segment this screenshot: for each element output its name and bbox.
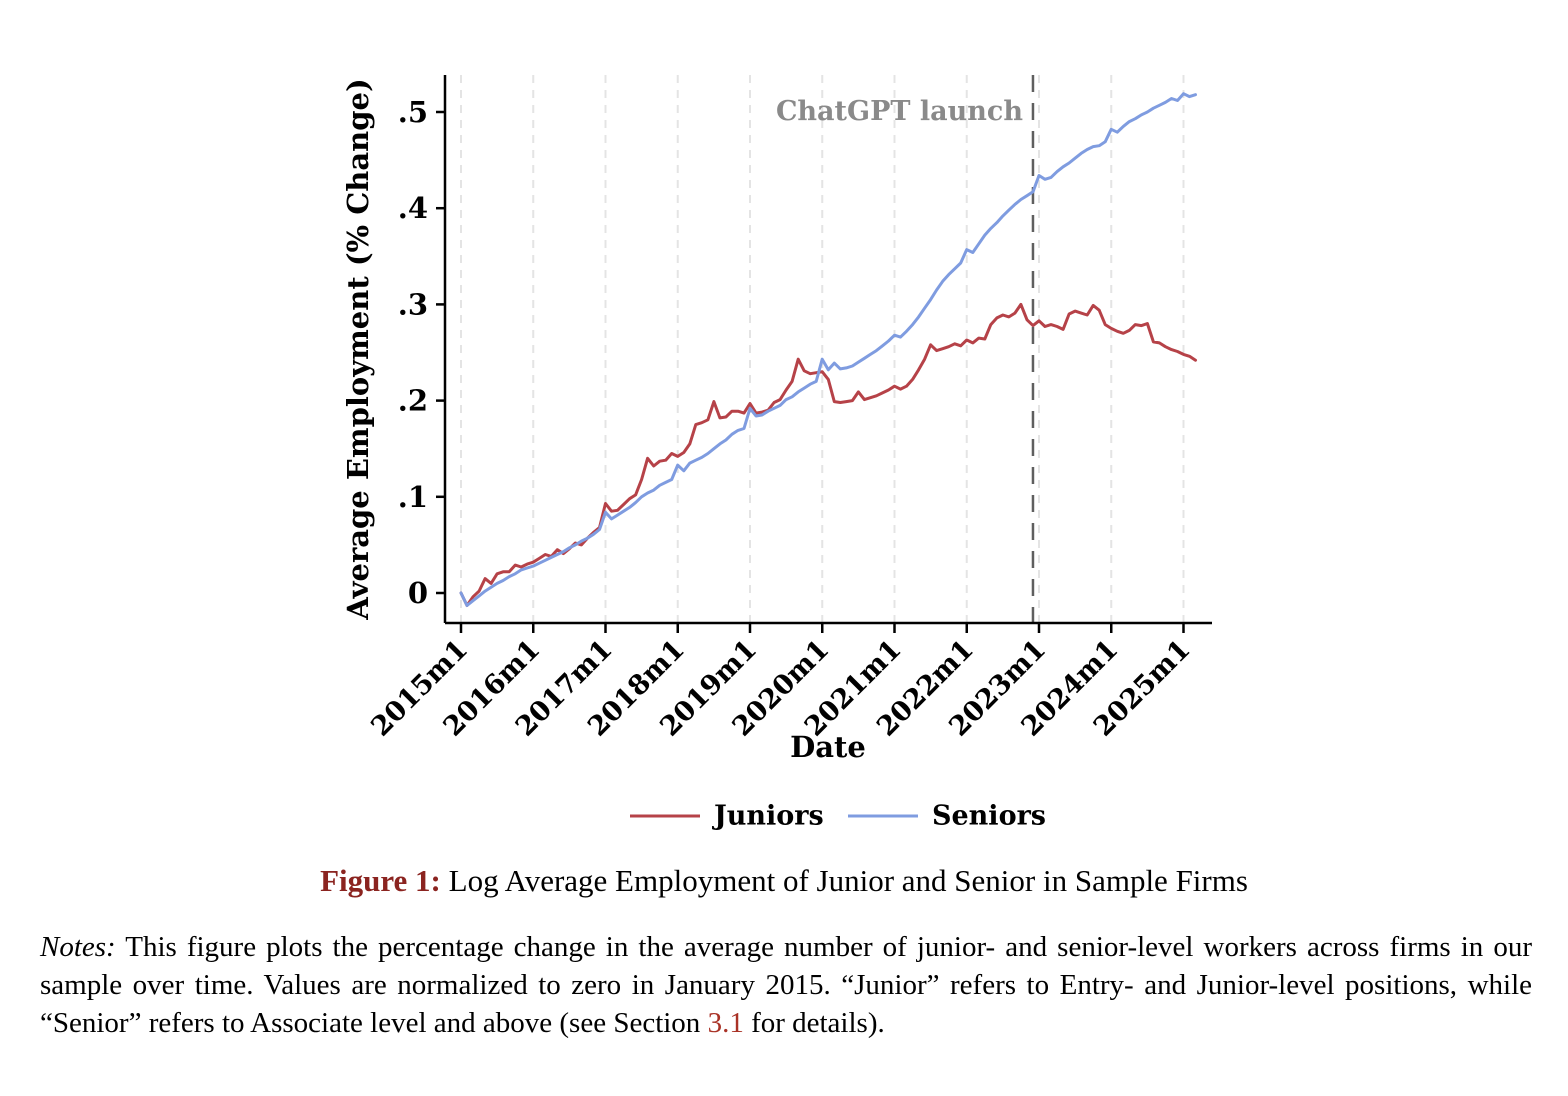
- figure-caption: Figure 1: Log Average Employment of Juni…: [0, 862, 1568, 899]
- y-tick-label: .2: [398, 384, 428, 418]
- figure-caption-label: Figure 1:: [320, 863, 441, 898]
- employment-chart: 0.1.2.3.4.52015m12016m12017m12018m12019m…: [341, 75, 1212, 832]
- x-axis-title: Date: [790, 730, 866, 764]
- juniors-line: [459, 302, 1197, 607]
- y-tick-label: 0: [408, 576, 428, 610]
- figure-chart: 0.1.2.3.4.5 2015m1 2016m1 2017m1 2018m1 2019m…: [341, 75, 1212, 832]
- legend-juniors-label: Juniors: [712, 801, 824, 832]
- y-tick-label: .1: [398, 480, 428, 514]
- notes-text-2: for details).: [743, 1007, 885, 1039]
- y-tick-label: .4: [398, 191, 428, 225]
- chatgpt-launch-label: ChatGPT launch: [776, 96, 1023, 127]
- y-axis-title: Average Employment (% Change): [341, 78, 375, 620]
- notes-label: Notes:: [40, 931, 116, 963]
- notes-text-1: This figure plots the percentage change …: [40, 931, 1532, 1039]
- legend-seniors-label: Seniors: [932, 801, 1046, 832]
- y-tick-label: .5: [398, 95, 428, 129]
- figure-caption-text: Log Average Employment of Junior and Sen…: [440, 863, 1248, 898]
- y-tick-label: .3: [398, 287, 428, 321]
- section-link[interactable]: 3.1: [707, 1007, 744, 1039]
- figure-notes: Notes: This figure plots the percentage …: [40, 928, 1532, 1042]
- seniors-line: [459, 92, 1197, 607]
